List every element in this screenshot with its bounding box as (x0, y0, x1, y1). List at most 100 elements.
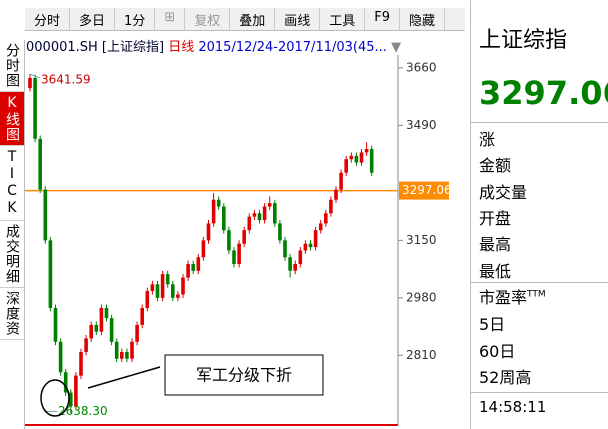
candle-body (369, 149, 374, 173)
y-tick-label: 3150 (406, 233, 437, 247)
period[interactable]: 日线 (168, 40, 195, 55)
candle-body (324, 213, 328, 224)
candle-body (222, 206, 226, 231)
side-tab[interactable]: 深度资 (0, 288, 24, 340)
candle-body (303, 243, 308, 251)
info-label: 52周高 (479, 368, 532, 387)
candle-body (181, 277, 185, 295)
candle-body (33, 77, 37, 139)
candle-body (191, 264, 195, 271)
side-tabs: 分时图 K线图 TICK 成交明细 深度资 (0, 40, 25, 429)
side-tab[interactable]: TICK (0, 146, 24, 221)
candle-body (140, 307, 144, 325)
index-name: 上证综指 (479, 28, 568, 53)
toolbar: 分时 多日 1分 ⊞ 复权 叠加 画线 工具 F9 隐藏 (25, 8, 465, 31)
candle-body (48, 240, 53, 308)
candle-body (349, 155, 354, 160)
side-tab[interactable]: K线图 (0, 92, 24, 146)
y-tick-label: 2980 (406, 290, 437, 304)
annotation-arrow (29, 73, 41, 79)
candle-body (206, 223, 211, 241)
candle-body (84, 338, 88, 352)
candle-body (283, 240, 287, 258)
index-price: 3297.06 (479, 74, 608, 112)
candle-body (53, 307, 58, 342)
candle-body (354, 155, 359, 163)
chart-header: 000001.SH [上证综指] 日线 2015/12/24-2017/11/0… (26, 36, 401, 55)
candle-body (257, 213, 262, 221)
toolbar-button[interactable]: 画线 (275, 8, 321, 30)
candle-body (58, 341, 63, 373)
candle-body (339, 172, 343, 190)
candle-body (94, 324, 99, 332)
candle-body (201, 240, 206, 258)
chart: 3660 3490 3150 2980 2810 3297.06 3641.59 2638.3… (25, 55, 452, 426)
toolbar-button[interactable]: 1分 (115, 8, 156, 30)
y-tick-label: 3490 (406, 118, 437, 132)
grid-icon[interactable]: ⊞ (155, 8, 186, 30)
y-tick-label: 2810 (406, 348, 437, 362)
dropdown[interactable]: ▼ (391, 40, 402, 55)
candle-body (74, 375, 78, 407)
candle-body (135, 324, 139, 342)
y-tick-label: 3660 (406, 60, 437, 74)
candle-body (130, 341, 134, 359)
candle-body (176, 294, 180, 298)
last-price-box (399, 181, 449, 200)
pe: 市盈率 (479, 288, 528, 307)
candle-body (216, 199, 221, 207)
candle-body (329, 199, 333, 214)
info-label: 涨 (479, 130, 496, 149)
code: 000001.SH [上证综指] (26, 40, 165, 55)
annotation-low: 2638.30 (58, 404, 108, 418)
candle-body (242, 230, 246, 244)
toolbar-button[interactable]: 工具 (320, 8, 366, 30)
candle-body (43, 189, 48, 241)
candle-body (150, 284, 155, 292)
callout-line (87, 366, 161, 389)
candle-body (109, 318, 114, 342)
candle-body (125, 351, 129, 359)
candle-body (364, 149, 369, 153)
side-tab[interactable]: 成交明细 (0, 221, 24, 288)
candle-body (63, 372, 68, 393)
low-circle (40, 379, 70, 417)
toolbar-button[interactable]: 多日 (70, 8, 116, 30)
candle-body (318, 223, 323, 231)
toolbar-button[interactable]: 分时 (25, 8, 71, 30)
info-label: 60日 (479, 341, 516, 361)
side-tab[interactable]: 分时图 (0, 40, 24, 92)
info-label: 金额 (479, 156, 512, 176)
candle-body (165, 274, 170, 285)
candle-body (104, 307, 109, 319)
info-label: 成交量 (479, 182, 528, 202)
info-label: 开盘 (479, 208, 512, 228)
info-label: 最低 (479, 261, 512, 281)
info-label: 5日 (479, 315, 506, 334)
toolbar-button[interactable]: 复权 (185, 8, 231, 30)
candle-body (89, 324, 93, 339)
toolbar-button[interactable]: F9 (365, 8, 401, 30)
pe-sup: TTM (527, 289, 546, 300)
toolbar-button[interactable]: 叠加 (230, 8, 276, 30)
candle-body (232, 250, 236, 265)
candle-body (247, 216, 252, 231)
callout-text: 军工分级下折 (196, 366, 292, 385)
last-price-label: 3297.06 (402, 183, 452, 197)
pe-row: 市盈率TTM (479, 284, 546, 308)
candle-body (262, 206, 267, 221)
candle-body (79, 351, 83, 376)
toolbar-button[interactable]: 隐藏 (400, 8, 446, 30)
candle-body (237, 243, 241, 265)
time: 14:58:11 (479, 398, 547, 416)
candle-body (278, 223, 282, 241)
candle-body (186, 264, 190, 278)
callout-box (164, 354, 324, 396)
annotation-high: 3641.59 (41, 73, 91, 87)
candle-body (114, 341, 119, 359)
candle-body (69, 392, 73, 407)
candle-body (308, 243, 313, 248)
range: 2015/12/24-2017/11/03(45... (198, 40, 387, 55)
